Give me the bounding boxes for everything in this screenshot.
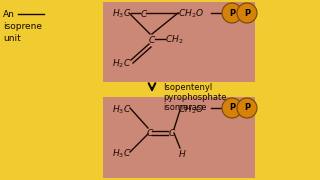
Circle shape <box>222 3 242 23</box>
Text: An: An <box>3 10 15 19</box>
Text: $C$: $C$ <box>146 127 154 138</box>
Circle shape <box>222 98 242 118</box>
Text: $H$: $H$ <box>178 148 187 159</box>
Text: isomerase: isomerase <box>163 103 206 112</box>
Text: P: P <box>244 103 250 112</box>
Text: isoprene: isoprene <box>3 22 42 31</box>
Text: P: P <box>244 8 250 17</box>
Text: P: P <box>229 103 235 112</box>
Text: pyrophosphate: pyrophosphate <box>163 93 227 102</box>
Text: $H_2C$: $H_2C$ <box>112 58 131 71</box>
Text: unit: unit <box>3 34 21 43</box>
Text: $H_3C$: $H_3C$ <box>112 8 131 21</box>
Text: P: P <box>229 8 235 17</box>
Text: $H_3C$: $H_3C$ <box>112 148 131 161</box>
Text: Isopentenyl: Isopentenyl <box>163 83 212 92</box>
Text: $C$: $C$ <box>140 8 148 19</box>
Circle shape <box>237 3 257 23</box>
Text: $C$: $C$ <box>148 34 156 45</box>
Text: $C$: $C$ <box>168 127 176 138</box>
Bar <box>103 97 255 178</box>
Text: $CH_2$: $CH_2$ <box>165 34 183 46</box>
Text: $CH_2O$: $CH_2O$ <box>178 103 204 116</box>
Bar <box>103 2 255 82</box>
Text: $CH_2O$: $CH_2O$ <box>178 8 204 21</box>
Circle shape <box>237 98 257 118</box>
Text: $H_3C$: $H_3C$ <box>112 103 131 116</box>
